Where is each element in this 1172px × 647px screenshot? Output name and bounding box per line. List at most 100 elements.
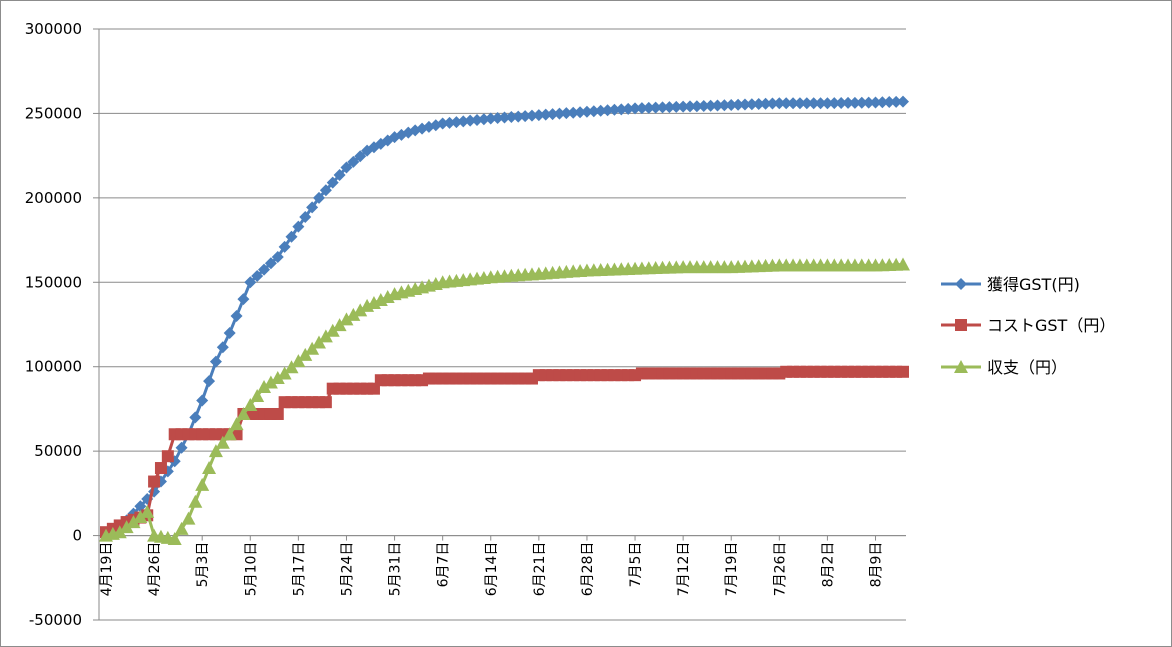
data-point	[264, 257, 277, 270]
data-point	[298, 347, 313, 361]
y-tick-label: 100000	[25, 358, 82, 376]
data-point	[161, 450, 174, 463]
series-layer	[99, 95, 910, 545]
x-tick-label: 8月9日	[869, 542, 885, 588]
data-point	[223, 326, 236, 339]
data-point	[167, 531, 182, 545]
x-tick-label: 5月17日	[291, 542, 307, 597]
y-tick-label: -50000	[29, 611, 82, 629]
x-tick-label: 6月7日	[436, 542, 452, 588]
data-point	[299, 210, 312, 223]
data-point	[339, 312, 354, 326]
data-point	[318, 329, 333, 343]
x-tick-label: 5月31日	[388, 542, 404, 597]
data-point	[251, 269, 264, 282]
series-2	[99, 257, 910, 545]
data-point	[800, 97, 813, 110]
data-point	[230, 310, 243, 323]
data-point	[635, 102, 648, 115]
series-line	[105, 370, 903, 534]
y-tick-label: 50000	[34, 442, 82, 460]
data-point	[498, 111, 511, 124]
data-point	[656, 101, 669, 114]
x-tick-label: 6月14日	[484, 542, 500, 597]
legend-item: コストGST（円）	[941, 316, 1115, 335]
x-tick-label: 6月21日	[532, 542, 548, 597]
data-point	[436, 117, 449, 130]
x-tick-label: 4月19日	[99, 542, 115, 597]
data-point	[292, 220, 305, 233]
x-tick-label: 7月26日	[772, 542, 788, 597]
x-tick-label: 7月19日	[724, 542, 740, 597]
data-point	[883, 96, 896, 109]
data-point	[718, 99, 731, 112]
data-point	[629, 102, 642, 115]
data-point	[333, 169, 346, 182]
data-point	[745, 98, 758, 111]
x-axis-ticks: 4月19日 4月26日 5月3日 5月10日 5月17日 5月24日 5月31日 6月7日 6月…	[99, 535, 885, 597]
data-point	[251, 407, 264, 420]
data-point	[312, 191, 325, 204]
data-point	[835, 97, 848, 110]
x-tick-label: 7月5日	[628, 542, 644, 588]
data-point	[594, 104, 607, 117]
data-point	[484, 112, 497, 125]
data-point	[793, 97, 806, 110]
data-point	[807, 97, 820, 110]
data-point	[477, 113, 490, 126]
axes	[98, 29, 906, 620]
data-point	[134, 500, 147, 513]
data-point	[954, 360, 968, 373]
data-point	[140, 504, 155, 518]
data-point	[347, 155, 360, 168]
data-point	[340, 161, 353, 174]
data-point	[842, 96, 855, 109]
y-tick-label: 300000	[25, 20, 82, 38]
data-point	[319, 184, 332, 197]
data-point	[697, 99, 710, 112]
legend-label: 獲得GST(円)	[987, 275, 1080, 294]
data-point	[732, 98, 745, 111]
data-point	[608, 103, 621, 116]
data-point	[684, 100, 697, 113]
data-point	[704, 99, 717, 112]
data-point	[450, 116, 463, 129]
y-tick-label: 150000	[25, 273, 82, 291]
data-point	[649, 101, 662, 114]
data-point	[821, 97, 834, 110]
legend: 獲得GST(円) コストGST（円） 収支（円）	[941, 275, 1115, 377]
x-tick-label: 5月24日	[339, 542, 355, 597]
data-point	[202, 461, 217, 475]
data-point	[525, 109, 538, 122]
data-point	[195, 477, 210, 491]
x-tick-label: 6月28日	[580, 542, 596, 597]
data-point	[395, 128, 408, 141]
data-point	[325, 323, 340, 337]
data-point	[580, 105, 593, 118]
data-point	[546, 108, 559, 121]
data-point	[601, 104, 614, 117]
data-point	[243, 397, 258, 411]
data-point	[955, 278, 967, 290]
data-point	[154, 462, 167, 475]
data-point	[346, 307, 361, 321]
data-point	[567, 106, 580, 119]
data-point	[133, 509, 148, 523]
legend-item: 獲得GST(円)	[941, 275, 1080, 294]
data-point	[215, 435, 230, 449]
data-point	[725, 98, 738, 111]
data-point	[574, 106, 587, 119]
x-tick-label: 4月26日	[147, 542, 163, 597]
data-point	[855, 96, 868, 109]
data-point	[112, 525, 127, 539]
data-point	[862, 96, 875, 109]
data-point	[738, 98, 751, 111]
legend-item: 収支（円）	[941, 358, 1067, 377]
data-point	[326, 176, 339, 189]
data-point	[677, 100, 690, 113]
data-point	[471, 113, 484, 126]
series-0	[100, 95, 909, 542]
data-point	[828, 97, 841, 110]
